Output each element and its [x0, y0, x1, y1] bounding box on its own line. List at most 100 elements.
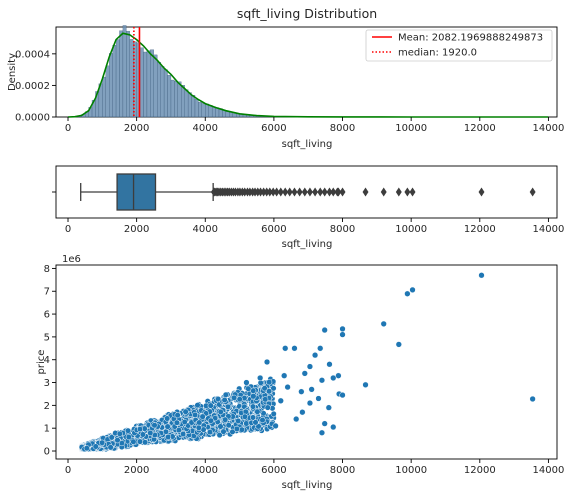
x-tick-label: 6000 — [261, 224, 286, 235]
scatter-point — [136, 426, 144, 433]
scatter-point — [224, 403, 232, 410]
scatter-y-ticks: 0 1 2 3 4 5 6 7 8 — [44, 264, 56, 458]
scatter-point — [92, 443, 99, 450]
scatter-point — [238, 426, 245, 433]
histogram-bar — [139, 47, 144, 118]
x-tick-label: 12000 — [464, 123, 496, 134]
scatter-point — [162, 428, 170, 435]
scatter-point — [362, 381, 369, 388]
outlier-point — [478, 187, 485, 197]
y-tick-label: 6 — [44, 310, 50, 321]
scatter-point — [262, 396, 269, 403]
histogram-legend: Mean: 2082.1969888249873 median: 1920.0 — [365, 29, 553, 62]
scatter-point — [321, 420, 328, 427]
scatter-point — [301, 370, 308, 377]
scatter-point — [139, 431, 146, 438]
x-tick-label: 14000 — [533, 123, 565, 134]
scatter-point — [321, 326, 328, 334]
histogram-bar — [126, 30, 130, 118]
histogram-bar — [187, 92, 192, 118]
scatter-point — [245, 385, 252, 392]
scatter-point — [317, 345, 324, 352]
scatter-point — [225, 422, 232, 429]
scatter-point — [254, 408, 261, 415]
scatter-point — [174, 412, 181, 419]
x-tick-label: 8000 — [330, 123, 355, 134]
scatter-point — [181, 418, 188, 426]
scatter-point — [199, 413, 206, 420]
y-tick-label: 0 — [44, 447, 50, 458]
scatter-point — [284, 383, 291, 391]
scatter-point — [83, 445, 90, 452]
scatter-point — [298, 388, 305, 395]
scatter-point — [235, 417, 242, 424]
histogram-bar — [122, 25, 127, 118]
scatter-point — [306, 363, 314, 370]
scatter-point — [222, 416, 229, 423]
scatter-points — [243, 272, 536, 436]
scatter-point — [325, 404, 332, 411]
scatter-point — [217, 423, 224, 430]
histogram-bar — [157, 62, 161, 118]
scatter-point — [108, 434, 115, 441]
scatter-point — [330, 423, 337, 431]
y-tick-label: 1 — [44, 424, 50, 435]
histogram-bar — [112, 45, 117, 118]
scatter-point — [311, 352, 319, 359]
x-tick-label: 4000 — [193, 465, 218, 476]
boxplot-axes: 0 2000 4000 6000 8000 10000 12000 14000 sqft_li… — [52, 165, 564, 250]
scatter-point — [216, 432, 223, 439]
histogram-y-label: Density — [7, 53, 18, 91]
scatter-point — [272, 422, 279, 430]
histogram-bar — [105, 65, 110, 118]
outlier-point — [362, 187, 369, 197]
histogram-x-ticks: 0 2000 4000 6000 8000 10000 12000 14000 — [65, 117, 565, 134]
outlier-point — [335, 187, 342, 197]
legend-box — [365, 29, 553, 62]
y-tick-label: 5 — [44, 332, 50, 343]
histogram-bar — [208, 105, 213, 118]
scatter-point — [243, 420, 250, 427]
outlier-point — [395, 187, 402, 197]
histogram-bar — [225, 111, 230, 118]
histogram-bar — [170, 79, 175, 118]
scatter-point — [282, 345, 289, 352]
scatter-point — [220, 428, 227, 435]
scatter-point — [229, 428, 236, 435]
outlier-point — [330, 187, 337, 197]
outlier-point — [339, 187, 346, 197]
x-tick-label: 12000 — [464, 465, 496, 476]
histogram-bar — [205, 103, 209, 118]
scatter-point — [339, 391, 346, 399]
y-tick-label: 0.0002 — [15, 81, 50, 92]
y-tick-label: 2 — [44, 401, 50, 412]
y-tick-label: 4 — [44, 355, 50, 366]
scatter-point — [142, 439, 149, 446]
x-tick-label: 2000 — [124, 224, 149, 235]
scatter-point — [250, 393, 257, 400]
outlier-point — [291, 187, 298, 197]
x-tick-label: 12000 — [464, 224, 496, 235]
boxplot-x-label: sqft_living — [282, 239, 333, 250]
boxplot-box — [80, 173, 214, 211]
outlier-point — [282, 187, 289, 197]
x-tick-label: 10000 — [395, 123, 427, 134]
scatter-point — [241, 413, 248, 420]
scatter-point — [173, 419, 180, 426]
scatter-point — [207, 417, 214, 424]
y-tick-label: 0.0000 — [15, 113, 50, 124]
x-tick-label: 0 — [65, 123, 71, 134]
scatter-point — [330, 374, 337, 382]
scatter-point — [125, 434, 132, 441]
outlier-point — [301, 187, 308, 197]
scatter-point — [264, 404, 271, 411]
scatter-point — [192, 411, 199, 418]
outlier-point — [321, 187, 328, 197]
scatter-point — [281, 372, 288, 379]
histogram-bar — [167, 75, 172, 118]
scatter-point — [291, 345, 298, 352]
histogram-bar — [109, 53, 113, 118]
y-tick-label: 3 — [44, 378, 50, 389]
scatter-point — [164, 415, 171, 422]
